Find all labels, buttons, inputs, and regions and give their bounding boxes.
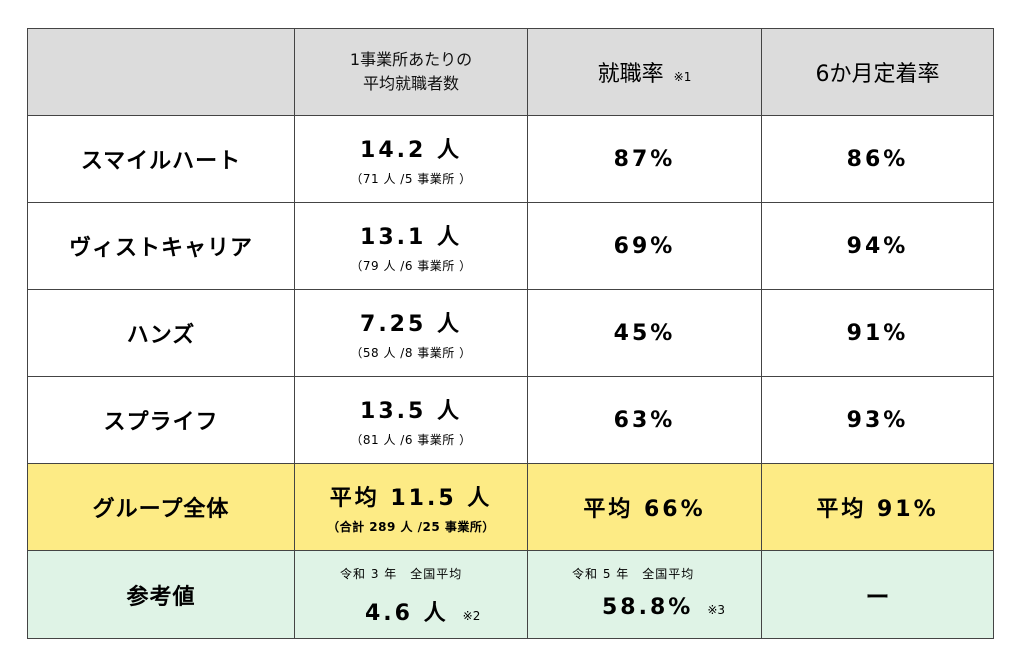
header-employment-rate-label: 就職率: [597, 62, 664, 87]
row-retention: 93%: [761, 376, 994, 464]
row-detail: （58 人 /8 事業所 ）: [350, 345, 472, 360]
header-avg-line2: 平均就職者数: [362, 74, 459, 93]
group-total-row: グループ全体 平均 11.5 人 （合計 289 人 /25 事業所） 平均 66…: [27, 463, 994, 551]
row-rate: 87%: [527, 115, 762, 203]
reference-rate-value-wrap: 58.8% ※3: [602, 595, 725, 620]
row-name: スプライフ: [27, 376, 295, 464]
row-detail: （71 人 /5 事業所 ）: [350, 171, 472, 186]
row-avg: 7.25 人: [360, 311, 462, 337]
row-avg-cell: 7.25 人 （58 人 /8 事業所 ）: [294, 289, 528, 377]
reference-retention-dash: ー: [865, 583, 890, 611]
row-avg: 13.1 人: [360, 224, 462, 250]
reference-row: 参考値 令和 3 年 全国平均 4.6 人 ※2 令和 5 年 全国平均 58.8…: [27, 550, 994, 639]
header-avg-per-office: 1事業所あたりの 平均就職者数: [294, 28, 528, 116]
reference-note-2: ※2: [462, 609, 481, 623]
reference-name: 参考値: [27, 550, 295, 639]
table-row: ハンズ 7.25 人 （58 人 /8 事業所 ） 45% 91%: [27, 289, 994, 377]
group-retention: 平均 91%: [761, 463, 994, 551]
row-name: スマイルハート: [27, 115, 295, 203]
row-avg-cell: 14.2 人 （71 人 /5 事業所 ）: [294, 115, 528, 203]
row-avg-cell: 13.5 人 （81 人 /6 事業所 ）: [294, 376, 528, 464]
header-blank-cell: [27, 28, 295, 116]
row-avg-cell: 13.1 人 （79 人 /6 事業所 ）: [294, 202, 528, 290]
table-row: ヴィストキャリア 13.1 人 （79 人 /6 事業所 ） 69% 94%: [27, 202, 994, 290]
reference-avg-cell: 令和 3 年 全国平均 4.6 人 ※2: [294, 550, 528, 639]
reference-avg-value-wrap: 4.6 人 ※2: [365, 595, 480, 627]
group-name: グループ全体: [27, 463, 295, 551]
reference-retention-cell: ー: [761, 550, 994, 639]
header-employment-rate: 就職率 ※1: [527, 28, 762, 116]
row-rate: 45%: [527, 289, 762, 377]
row-detail: （81 人 /6 事業所 ）: [350, 432, 472, 447]
group-avg: 平均 11.5 人: [329, 485, 493, 511]
row-rate: 69%: [527, 202, 762, 290]
group-avg-cell: 平均 11.5 人 （合計 289 人 /25 事業所）: [294, 463, 528, 551]
row-retention: 91%: [761, 289, 994, 377]
header-retention-rate: 6か月定着率: [761, 28, 994, 116]
header-retention-label: 6か月定着率: [815, 62, 940, 87]
reference-rate-caption: 令和 5 年 全国平均: [572, 567, 695, 581]
row-retention: 86%: [761, 115, 994, 203]
row-name: ヴィストキャリア: [27, 202, 295, 290]
row-name: ハンズ: [27, 289, 295, 377]
table-row: スプライフ 13.5 人 （81 人 /6 事業所 ） 63% 93%: [27, 376, 994, 464]
row-avg: 13.5 人: [360, 398, 462, 424]
reference-rate-value: 58.8%: [602, 595, 694, 620]
employment-stats-table: 1事業所あたりの 平均就職者数 就職率 ※1 6か月定着率 スマイルハート 14.…: [27, 28, 994, 639]
table-row: スマイルハート 14.2 人 （71 人 /5 事業所 ） 87% 86%: [27, 115, 994, 203]
group-rate: 平均 66%: [527, 463, 762, 551]
header-note-1: ※1: [673, 70, 692, 84]
row-rate: 63%: [527, 376, 762, 464]
reference-rate-cell: 令和 5 年 全国平均 58.8% ※3: [527, 550, 762, 639]
header-avg-line1: 1事業所あたりの: [349, 50, 473, 69]
row-retention: 94%: [761, 202, 994, 290]
row-detail: （79 人 /6 事業所 ）: [350, 258, 472, 273]
reference-note-3: ※3: [707, 603, 726, 617]
group-detail: （合計 289 人 /25 事業所）: [327, 519, 495, 534]
reference-avg-caption: 令和 3 年 全国平均: [340, 567, 463, 581]
row-avg: 14.2 人: [360, 137, 462, 163]
header-row: 1事業所あたりの 平均就職者数 就職率 ※1 6か月定着率: [27, 28, 994, 116]
reference-avg-value: 4.6 人: [365, 601, 449, 626]
